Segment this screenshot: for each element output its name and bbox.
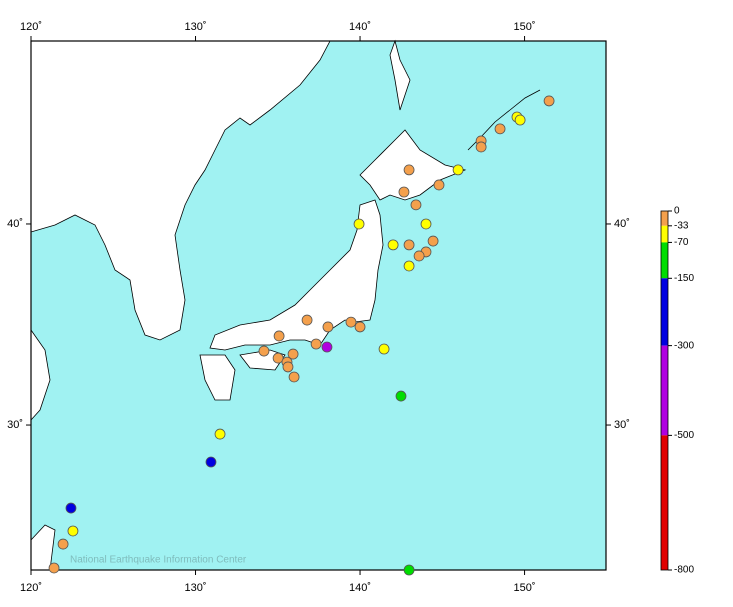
colorbar-label: -800 xyxy=(674,565,694,576)
earthquake xyxy=(494,123,506,135)
earthquake xyxy=(205,456,217,468)
earthquake xyxy=(452,164,464,176)
earthquake xyxy=(214,428,226,440)
x-tick-label: 120˚ xyxy=(20,21,42,33)
y-tick-label: 40˚ xyxy=(7,218,23,230)
earthquake xyxy=(321,341,333,353)
earthquake xyxy=(287,348,299,360)
x-tick-label: 130˚ xyxy=(185,21,207,33)
colorbar-label: -300 xyxy=(674,340,694,351)
earthquake xyxy=(403,260,415,272)
colorbar-label: -500 xyxy=(674,430,694,441)
earthquake xyxy=(322,321,334,333)
colorbar-segment xyxy=(661,225,668,243)
earthquake xyxy=(403,239,415,251)
colorbar-frame xyxy=(660,210,669,571)
earthquake xyxy=(258,345,270,357)
earthquake xyxy=(282,361,294,373)
earthquake xyxy=(273,330,285,342)
earthquake xyxy=(398,186,410,198)
earthquake xyxy=(395,390,407,402)
earthquake xyxy=(345,316,357,328)
colorbar-label: -33 xyxy=(674,220,689,231)
earthquake xyxy=(387,239,399,251)
earthquake xyxy=(67,525,79,537)
colorbar-segment xyxy=(661,435,668,570)
x-tick-label: 140˚ xyxy=(349,582,371,594)
earthquake xyxy=(310,338,322,350)
earthquake xyxy=(301,314,313,326)
earthquake xyxy=(48,562,60,574)
y-tick-label: 30˚ xyxy=(7,419,23,431)
earthquake xyxy=(354,321,366,333)
earthquake xyxy=(543,95,555,107)
colorbar-segment xyxy=(661,345,668,436)
earthquake xyxy=(475,141,487,153)
earthquake xyxy=(403,564,415,576)
earthquake xyxy=(378,343,390,355)
honshu xyxy=(209,199,384,351)
colorbar-segment xyxy=(661,242,668,279)
y-tick-label: 40˚ xyxy=(614,218,630,230)
land xyxy=(30,39,541,571)
earthquake xyxy=(514,114,526,126)
colorbar-segment xyxy=(661,278,668,346)
earthquake xyxy=(420,218,432,230)
earthquake xyxy=(403,164,415,176)
hokkaido xyxy=(359,129,467,201)
earthquake xyxy=(410,199,422,211)
earthquake xyxy=(353,218,365,230)
earthquake xyxy=(272,352,284,364)
colorbar-segment xyxy=(661,211,668,226)
colorbar-label: 0 xyxy=(674,206,680,217)
x-tick-label: 120˚ xyxy=(20,582,42,594)
earthquake xyxy=(413,250,425,262)
earthquake xyxy=(288,371,300,383)
map-frame xyxy=(30,40,607,571)
earthquake xyxy=(57,538,69,550)
mainland xyxy=(30,40,331,341)
earthquake xyxy=(65,502,77,514)
sakhalin xyxy=(389,39,411,111)
x-tick-label: 130˚ xyxy=(185,582,207,594)
watermark: National Earthquake Information Center xyxy=(70,555,247,566)
colorbar-label: -70 xyxy=(674,237,689,248)
colorbar-label: -150 xyxy=(674,273,694,284)
y-tick-label: 30˚ xyxy=(614,419,630,431)
x-tick-label: 150˚ xyxy=(514,21,536,33)
x-tick-label: 150˚ xyxy=(514,582,536,594)
earthquake xyxy=(427,235,439,247)
x-tick-label: 140˚ xyxy=(349,21,371,33)
kyushu xyxy=(199,354,236,401)
earthquake xyxy=(433,179,445,191)
